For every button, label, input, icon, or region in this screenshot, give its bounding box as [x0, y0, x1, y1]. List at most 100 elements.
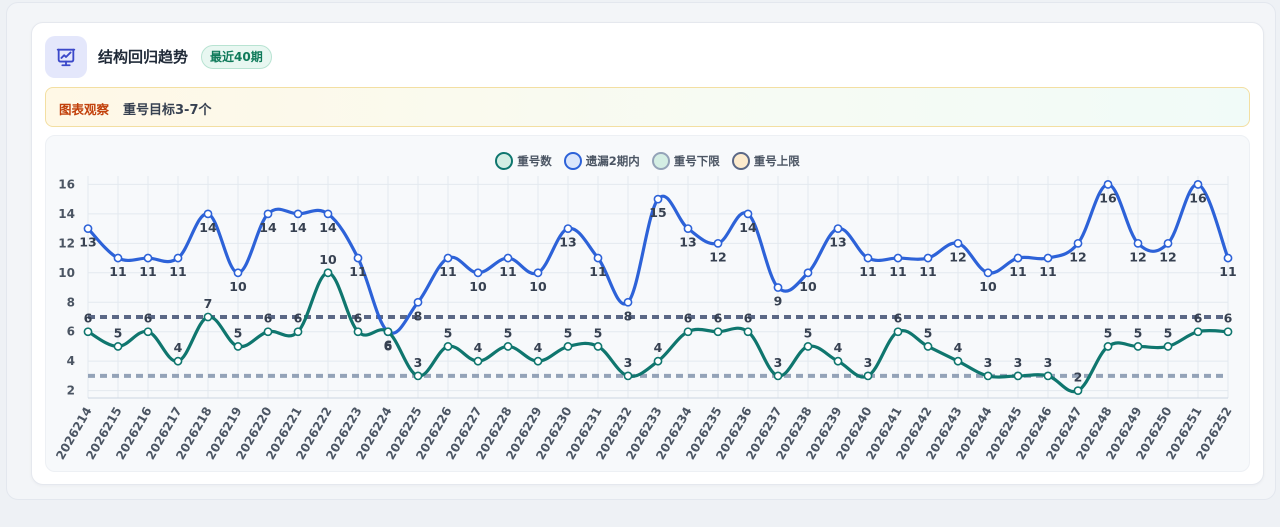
- data-label-missed: 11: [589, 264, 606, 279]
- data-label-repeat: 6: [264, 311, 273, 326]
- data-point-repeat: [1013, 371, 1023, 381]
- data-point-missed: [563, 224, 573, 234]
- data-point-repeat: [953, 356, 963, 366]
- data-point-missed: [1043, 253, 1053, 263]
- y-tick-label: 12: [58, 236, 75, 250]
- data-label-missed: 12: [709, 249, 726, 264]
- data-point-repeat: [893, 327, 903, 337]
- data-label-missed: 11: [349, 264, 366, 279]
- data-point-repeat: [413, 371, 423, 381]
- data-label-missed: 11: [139, 264, 156, 279]
- legend-swatch: [563, 152, 582, 170]
- data-label-repeat: 4: [834, 340, 843, 355]
- data-label-missed: 15: [649, 205, 666, 220]
- data-label-repeat: 4: [474, 340, 483, 355]
- data-point-repeat: [1193, 327, 1203, 337]
- data-point-missed: [653, 194, 663, 204]
- data-label-missed: 11: [1219, 264, 1236, 279]
- y-tick-label: 10: [58, 266, 75, 280]
- data-label-repeat: 7: [204, 296, 213, 311]
- data-label-repeat: 3: [864, 355, 873, 370]
- data-label-repeat: 5: [234, 325, 243, 340]
- data-label-missed: 10: [979, 279, 997, 294]
- data-label-missed: 11: [439, 264, 456, 279]
- data-label-missed: 14: [259, 220, 277, 235]
- data-point-missed: [1193, 180, 1203, 189]
- chart-area: 重号数 遗漏2期内 重号下限 重号上限 2 4 6 8 10 12 14 16 2026214 2026…: [45, 135, 1250, 472]
- page-container: 结构回归趋势 最近40期 图表观察 重号目标3-7个 重号数 遗漏2期内 重号下限重…: [6, 2, 1276, 500]
- data-point-repeat: [623, 371, 633, 381]
- legend-item[interactable]: 重号数: [495, 152, 552, 170]
- data-point-repeat: [473, 356, 483, 366]
- legend-item[interactable]: 遗漏2期内: [563, 152, 640, 170]
- data-label-repeat: 3: [624, 355, 633, 370]
- chart-legend: 重号数 遗漏2期内 重号下限 重号上限: [46, 152, 1249, 170]
- data-point-missed: [323, 209, 333, 219]
- data-point-repeat: [533, 356, 543, 366]
- legend-swatch: [651, 152, 670, 170]
- data-point-repeat: [323, 268, 333, 278]
- data-label-repeat: 5: [1164, 325, 1173, 340]
- data-point-missed: [623, 297, 633, 307]
- data-label-repeat: 3: [1014, 355, 1023, 370]
- data-label-repeat: 6: [84, 311, 93, 326]
- data-point-repeat: [233, 342, 243, 351]
- data-point-repeat: [803, 342, 813, 351]
- data-point-repeat: [113, 342, 123, 351]
- data-label-repeat: 6: [1224, 311, 1233, 326]
- data-point-missed: [1133, 238, 1143, 248]
- data-label-repeat: 6: [714, 311, 723, 326]
- period-badge: 最近40期: [201, 45, 272, 69]
- data-label-repeat: 3: [774, 355, 783, 370]
- data-point-repeat: [863, 371, 873, 381]
- observation-text: 重号目标3-7个: [123, 103, 212, 118]
- data-point-missed: [443, 253, 453, 263]
- data-label-missed: 11: [109, 264, 126, 279]
- data-label-missed: 13: [559, 235, 576, 250]
- legend-item[interactable]: 重号上限: [731, 152, 800, 170]
- data-point-missed: [173, 253, 183, 263]
- data-label-repeat: 5: [804, 325, 813, 340]
- data-label-missed: 11: [1009, 264, 1026, 279]
- data-point-repeat: [1223, 327, 1233, 337]
- legend-swatch: [731, 152, 750, 170]
- y-tick-label: 14: [58, 207, 75, 221]
- data-point-repeat: [653, 356, 663, 366]
- card-title: 结构回归趋势: [98, 48, 189, 66]
- legend-item[interactable]: 重号下限: [651, 152, 720, 170]
- data-label-repeat: 4: [954, 340, 963, 355]
- data-point-missed: [233, 268, 243, 278]
- data-point-repeat: [503, 342, 513, 351]
- data-label-repeat: 5: [1134, 325, 1143, 340]
- data-label-missed: 12: [949, 249, 966, 264]
- data-label-repeat: 5: [504, 325, 513, 340]
- data-label-missed: 14: [199, 220, 217, 235]
- data-point-repeat: [383, 327, 393, 337]
- data-label-missed: 12: [1159, 249, 1176, 264]
- data-point-repeat: [143, 327, 153, 337]
- data-point-repeat: [1103, 342, 1113, 351]
- data-point-missed: [773, 283, 783, 292]
- y-tick-label: 4: [67, 354, 75, 368]
- data-point-missed: [683, 224, 693, 234]
- data-point-missed: [113, 253, 123, 263]
- data-label-missed: 8: [414, 308, 423, 323]
- data-label-repeat: 5: [114, 325, 123, 340]
- data-label-missed: 16: [1099, 190, 1117, 205]
- data-label-repeat: 5: [594, 325, 603, 340]
- data-point-repeat: [83, 327, 93, 337]
- data-point-missed: [503, 253, 513, 263]
- data-label-missed: 11: [1039, 264, 1056, 279]
- data-point-repeat: [1073, 386, 1083, 396]
- data-label-repeat: 6: [384, 339, 393, 354]
- data-point-missed: [803, 268, 813, 278]
- data-label-repeat: 5: [564, 325, 573, 340]
- data-label-missed: 11: [169, 264, 186, 279]
- presentation-chart-icon: [45, 36, 87, 78]
- data-label-repeat: 6: [144, 311, 153, 326]
- data-point-repeat: [293, 327, 303, 337]
- data-label-missed: 10: [529, 279, 547, 294]
- data-point-repeat: [1163, 342, 1173, 351]
- data-label-repeat: 6: [744, 311, 753, 326]
- data-point-repeat: [683, 327, 693, 337]
